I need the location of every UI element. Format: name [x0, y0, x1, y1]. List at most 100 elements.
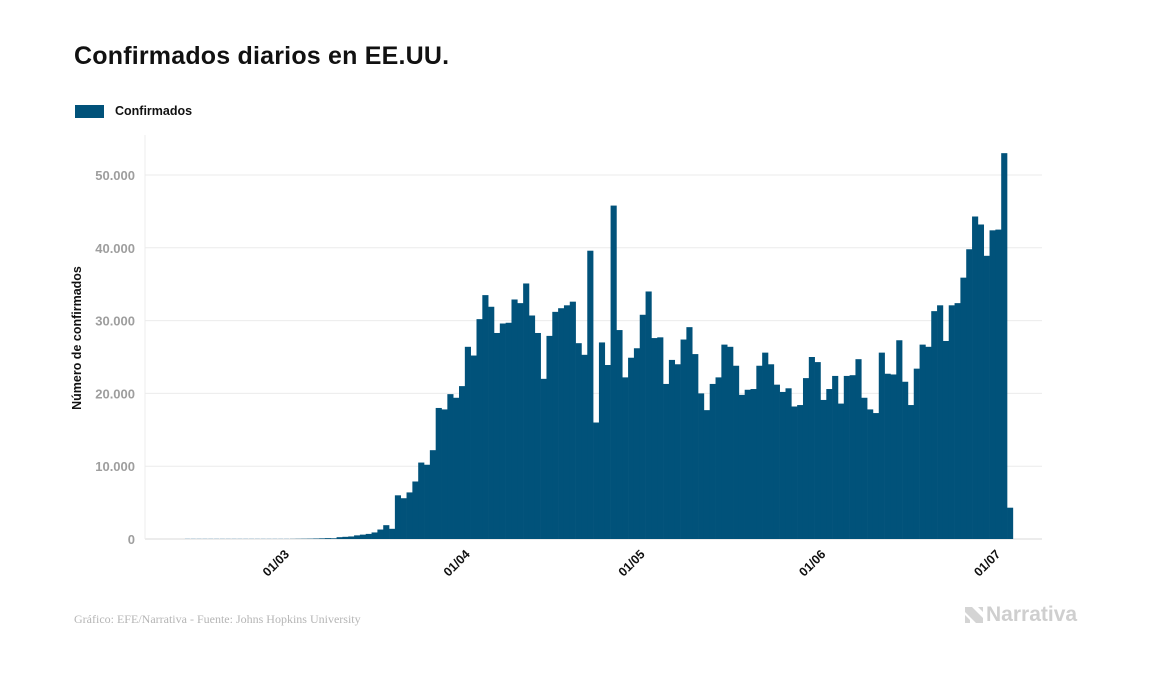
y-axis-label: Número de confirmados: [70, 266, 84, 410]
bar: [972, 216, 979, 539]
bar-zero-marker: [284, 538, 289, 539]
bar: [558, 308, 565, 539]
bar: [814, 362, 821, 539]
bar: [849, 375, 856, 539]
legend-swatch: [75, 104, 104, 118]
bar: [418, 462, 425, 539]
bar: [797, 405, 804, 539]
bar: [733, 365, 740, 539]
bar: [453, 397, 460, 539]
bar-zero-marker: [260, 538, 266, 539]
y-axis-ticks: 0 10.000 20.000 30.000 40.000 50.000: [95, 168, 135, 547]
bar: [750, 389, 757, 539]
bar: [744, 389, 751, 539]
bar: [896, 340, 903, 539]
bar: [1007, 507, 1014, 539]
bar: [948, 305, 955, 539]
bar: [406, 492, 413, 539]
bar: [482, 295, 489, 539]
bar: [371, 532, 378, 539]
bar: [919, 344, 926, 539]
bar: [773, 384, 780, 539]
y-tick-label: 30.000: [95, 314, 135, 329]
bar: [966, 249, 973, 539]
bar: [628, 357, 635, 539]
bar-zero-marker: [225, 538, 231, 539]
bar: [657, 337, 664, 539]
bar: [389, 528, 396, 539]
bar: [359, 534, 367, 539]
x-tick-label: 01/06: [796, 547, 828, 579]
bar: [354, 535, 361, 539]
brand-logo: Narrativa: [964, 603, 1077, 627]
bar: [686, 327, 693, 539]
bar-zero-marker: [272, 538, 278, 539]
bars: [185, 153, 1014, 539]
bar: [598, 342, 606, 539]
bar: [942, 340, 950, 539]
bar: [937, 305, 944, 539]
bar: [954, 303, 961, 539]
bar: [960, 277, 967, 539]
bar: [663, 383, 670, 539]
y-tick-label: 50.000: [95, 168, 135, 183]
legend: Confirmados: [75, 104, 192, 118]
bar-zero-marker: [231, 538, 237, 539]
bar: [995, 229, 1002, 539]
x-axis-ticks: 01/03 01/04 01/05 01/06 01/07: [260, 547, 1003, 579]
bar: [721, 344, 728, 539]
bar: [820, 399, 827, 539]
bar: [313, 538, 320, 539]
bar: [715, 377, 722, 539]
bar: [394, 495, 402, 539]
bar: [808, 357, 815, 539]
bar: [569, 301, 576, 539]
bar: [336, 537, 343, 539]
bar: [826, 389, 833, 539]
bar: [324, 538, 332, 539]
bar: [505, 322, 512, 539]
bar-zero-marker: [249, 538, 254, 539]
bar: [983, 255, 990, 539]
y-tick-label: 10.000: [95, 459, 135, 474]
bar-zero-marker: [185, 538, 190, 539]
bar: [768, 364, 775, 539]
bar: [587, 250, 594, 539]
bar: [523, 283, 530, 539]
bar: [563, 305, 571, 539]
bar: [365, 533, 372, 539]
bar: [447, 394, 454, 539]
bar: [674, 364, 681, 539]
bar: [342, 536, 349, 539]
bar: [464, 346, 471, 539]
bar: [913, 368, 920, 539]
bar: [1001, 153, 1008, 539]
bar: [791, 406, 798, 539]
bar-zero-marker: [237, 538, 243, 539]
bar: [511, 299, 518, 539]
bar: [604, 365, 611, 539]
bar: [907, 405, 915, 539]
y-tick-label: 0: [128, 532, 135, 547]
bar: [762, 352, 769, 539]
bar: [989, 230, 996, 539]
bar-zero-marker: [254, 538, 260, 539]
bar-zero-marker: [202, 538, 208, 539]
bar: [330, 538, 337, 539]
bar: [867, 409, 874, 539]
bar: [651, 338, 658, 539]
y-tick-label: 40.000: [95, 241, 135, 256]
bar: [698, 393, 705, 539]
bar: [738, 394, 745, 539]
bar: [709, 383, 716, 539]
bar: [429, 450, 436, 539]
bar: [610, 205, 617, 539]
bar: [884, 373, 891, 539]
bar-zero-marker: [196, 538, 202, 539]
bar: [692, 354, 699, 539]
bar: [499, 323, 506, 539]
bar: [528, 315, 536, 539]
bar: [680, 339, 687, 539]
bar: [837, 403, 845, 539]
bar: [470, 355, 477, 539]
